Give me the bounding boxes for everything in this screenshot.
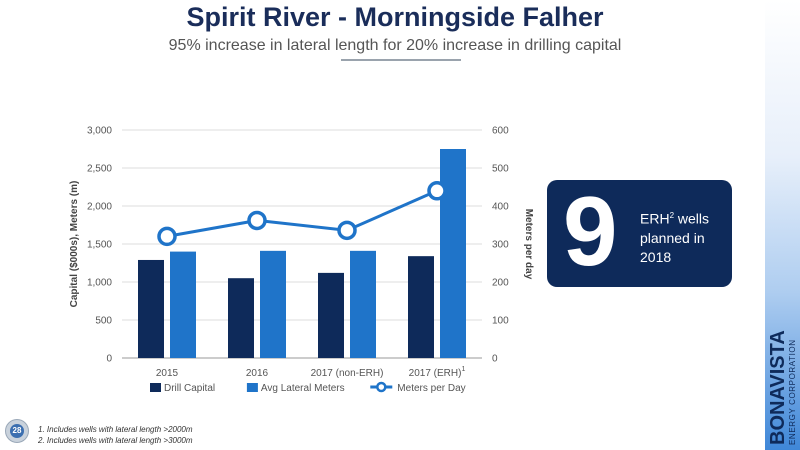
bar-drill-capital xyxy=(318,272,344,358)
legend-label: Avg Lateral Meters xyxy=(261,383,345,394)
legend-swatch xyxy=(150,383,161,392)
bar-drill-capital xyxy=(138,259,164,358)
y-right-tick-label: 300 xyxy=(492,240,509,251)
legend-label: Meters per Day xyxy=(397,383,465,394)
erh-callout: 9 ERH2 wells planned in 2018 xyxy=(547,176,732,287)
bar-avg-lateral-meters xyxy=(440,149,466,358)
legend-marker xyxy=(376,381,387,393)
callout-rest: wells planned in 2018 xyxy=(640,210,710,265)
y-left-tick-label: 1,500 xyxy=(87,240,112,251)
x-tick-superscript: 1 xyxy=(461,366,465,373)
y-left-tick-label: 500 xyxy=(95,316,112,327)
x-tick-label: 2016 xyxy=(246,368,269,379)
x-tick-label: 2017 (ERH)1 xyxy=(409,366,466,379)
bar-avg-lateral-meters xyxy=(170,251,196,358)
bar-avg-lateral-meters xyxy=(350,250,376,358)
combo-chart: 0 0 500 100 1,000 200 1,500 300 2,000 400 2,500 500… xyxy=(69,126,534,395)
line-meters-per-day xyxy=(166,189,438,238)
y-left-tick-label: 1,000 xyxy=(87,278,112,289)
page-number: 28 xyxy=(10,424,24,438)
y-left-tick-label: 2,500 xyxy=(87,164,112,175)
y-left-axis-title: Capital ($000s), Meters (m) xyxy=(69,181,80,308)
y-right-tick-label: 600 xyxy=(492,126,509,137)
company-logo: BONAVISTA ENERGY CORPORATION xyxy=(767,285,798,445)
brand-stripe xyxy=(765,0,800,450)
chart-bars xyxy=(138,149,466,358)
footnote-2: 2. Includes wells with lateral length >3… xyxy=(38,436,193,445)
y-right-tick-label: 500 xyxy=(492,164,509,175)
bar-drill-capital xyxy=(228,278,254,358)
y-right-tick-label: 400 xyxy=(492,202,509,213)
y-right-tick-label: 100 xyxy=(492,316,509,327)
y-right-tick-label: 200 xyxy=(492,278,509,289)
callout-number: 9 xyxy=(563,176,618,286)
x-tick-label: 2015 xyxy=(156,368,179,379)
legend-swatch xyxy=(246,383,258,392)
y-right-tick-label: 0 xyxy=(492,354,498,365)
page-number-badge: 28 xyxy=(5,419,29,443)
point-meters-per-day xyxy=(337,220,357,241)
y-left-tick-label: 3,000 xyxy=(87,126,112,137)
point-meters-per-day xyxy=(157,226,177,247)
chart-axes: 0 0 500 100 1,000 200 1,500 300 2,000 400 2,500 500… xyxy=(69,126,534,380)
chart-line-series xyxy=(157,181,447,247)
legend-label: Drill Capital xyxy=(164,383,215,394)
chart-legend: Drill Capital Avg Lateral Meters Meters pe… xyxy=(150,381,466,394)
x-tick-label: 2017 (non-ERH) xyxy=(311,368,384,379)
point-meters-per-day xyxy=(427,181,447,201)
y-left-tick-label: 2,000 xyxy=(87,202,112,213)
callout-text: ERH2 wells planned in 2018 xyxy=(640,206,728,267)
subtitle-underline xyxy=(341,59,461,61)
page-subtitle: 95% increase in lateral length for 20% i… xyxy=(168,37,622,54)
logo-name: BONAVISTA xyxy=(767,330,789,445)
footnote-1: 1. Includes wells with lateral length >2… xyxy=(38,425,193,434)
point-meters-per-day xyxy=(247,210,267,231)
callout-footnote-ref: 2 xyxy=(669,211,675,220)
logo-tagline: ENERGY CORPORATION xyxy=(788,339,797,445)
y-right-axis-title: Meters per day xyxy=(523,209,534,280)
callout-erh: ERH xyxy=(640,210,670,227)
y-left-tick-label: 0 xyxy=(106,354,112,365)
bar-drill-capital xyxy=(408,256,434,358)
bar-avg-lateral-meters xyxy=(260,250,286,358)
footnotes: 1. Includes wells with lateral length >2… xyxy=(38,424,193,446)
page-title: Spirit River - Morningside Falher xyxy=(186,2,604,32)
